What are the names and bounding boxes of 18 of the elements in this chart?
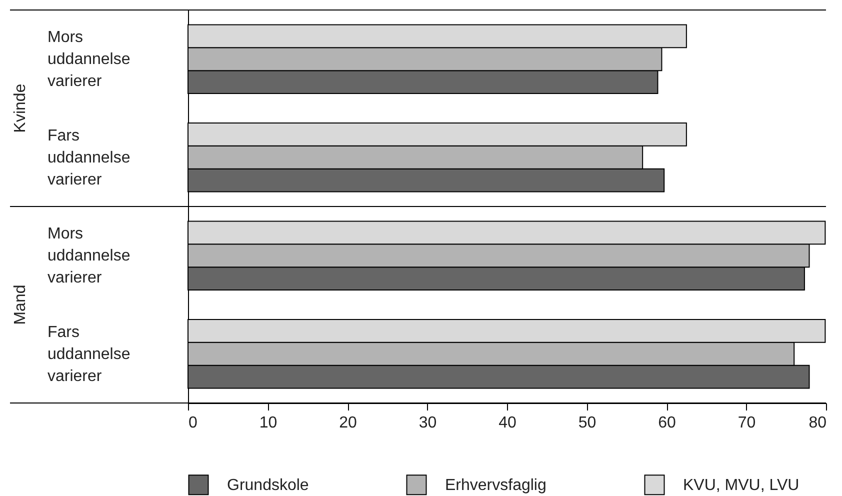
text: Mand [12, 284, 29, 325]
y-tick-label: Mors uddannelse varierer [48, 226, 130, 287]
x-tick-label: 10 [259, 414, 278, 432]
legend-label: KVU, MVU, LVU [683, 476, 800, 494]
text: Kvinde [12, 84, 29, 133]
x-tick-label: 20 [339, 414, 357, 432]
legend-label: Erhvervsfaglig [445, 476, 546, 494]
x-tick-label: 70 [738, 414, 756, 432]
x-tick-label: 40 [498, 414, 516, 432]
y-tick-label: Fars uddannelse varierer [48, 127, 130, 188]
y-tick-label: Fars uddannelse varierer [48, 324, 130, 385]
x-tick-label: 0 [188, 414, 198, 432]
y-tick-label: Mors uddannelse varierer [48, 29, 130, 90]
legend-label: Grundskole [227, 476, 309, 494]
x-tick-label: 50 [578, 414, 596, 432]
x-tick-label: 80 [808, 414, 827, 432]
x-tick-label: 60 [658, 414, 676, 432]
x-tick-label: 30 [418, 414, 437, 432]
